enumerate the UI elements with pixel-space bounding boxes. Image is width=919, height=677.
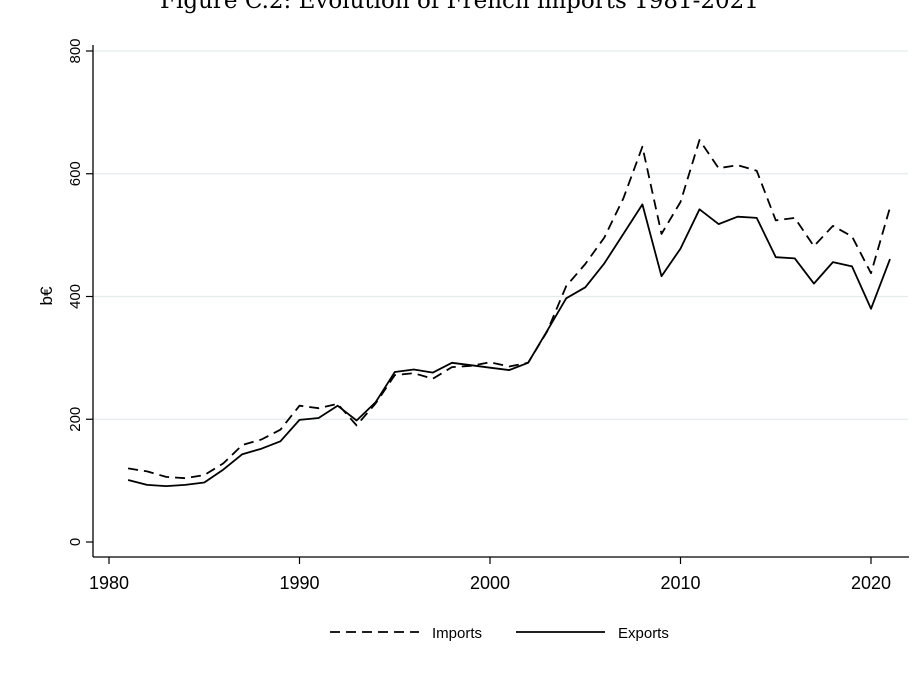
- x-axis-ticks: 1980 1990 2000 2010 2020: [89, 557, 891, 593]
- legend: Imports Exports: [330, 625, 669, 642]
- series-line-exports: [127, 203, 891, 488]
- x-tick-label: 2000: [470, 573, 510, 593]
- y-axis-ticks: 0 200 400 600 800: [67, 38, 93, 546]
- gridlines: [94, 50, 908, 420]
- legend-imports-label: Imports: [432, 625, 482, 642]
- y-tick-label: 0: [67, 538, 84, 546]
- y-tick-label: 200: [67, 407, 84, 432]
- x-tick-label: 2010: [660, 573, 700, 593]
- legend-exports-label: Exports: [618, 625, 669, 642]
- figure-title: Figure C.2: Evolution of French imports …: [160, 0, 759, 14]
- x-tick-label: 1990: [279, 573, 319, 593]
- y-tick-label: 400: [67, 284, 84, 309]
- y-tick-label: 600: [67, 161, 84, 186]
- y-tick-label: 800: [67, 38, 84, 63]
- y-axis-title: b€: [37, 286, 56, 305]
- x-tick-label: 2020: [851, 573, 891, 593]
- series-lines: [127, 139, 891, 488]
- series-line-imports: [127, 139, 891, 480]
- x-tick-label: 1980: [89, 573, 129, 593]
